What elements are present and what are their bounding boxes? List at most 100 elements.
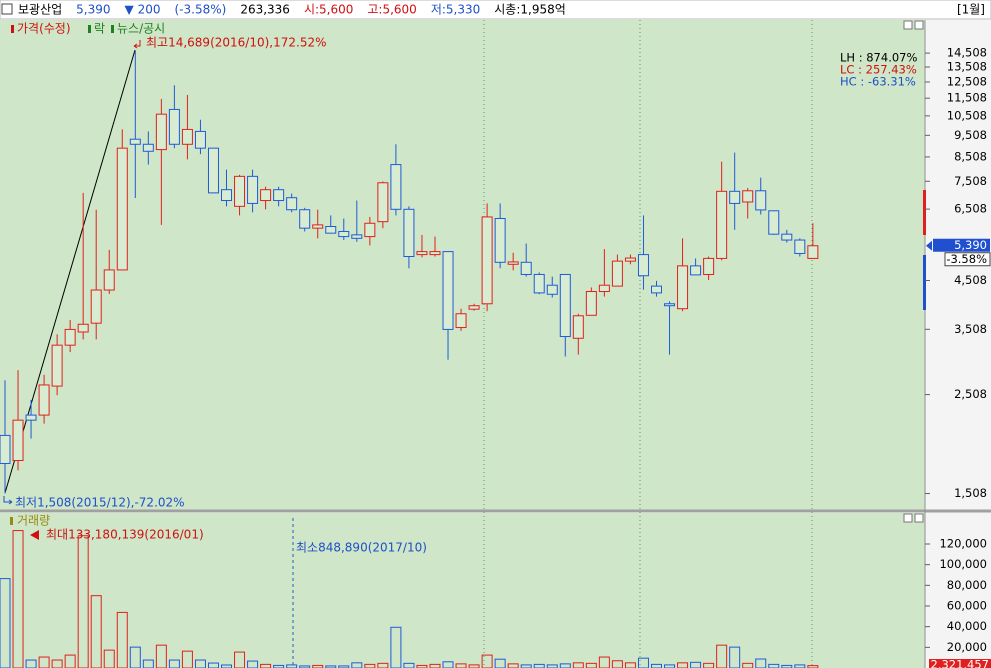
candle-body	[103, 269, 115, 291]
volume-bar	[234, 651, 246, 668]
candle-body	[38, 384, 50, 416]
volume-bar	[25, 659, 37, 668]
volume-bar	[781, 664, 793, 668]
header-item: 보광산업	[18, 3, 62, 17]
axes: 1,508 2,508 3,508 4,508 6,508 7,508 8,508 9,508…	[925, 46, 991, 654]
range-bar-up	[923, 190, 926, 235]
volume-bar	[546, 664, 558, 668]
last-price-box	[933, 238, 990, 252]
volume-bar	[77, 535, 89, 668]
volume-bar	[312, 664, 324, 668]
candle-body	[142, 143, 154, 152]
candle-body	[690, 265, 702, 276]
y-tick-label: 3,508	[954, 322, 987, 336]
candle-body	[90, 289, 102, 324]
range-bar-down	[923, 255, 926, 310]
candle-body	[703, 257, 715, 275]
candle-body	[286, 197, 298, 211]
candle-body	[742, 190, 754, 203]
y-tick-label: 20,000	[947, 640, 987, 654]
candle-body	[181, 128, 193, 145]
y-tick-label: 9,508	[954, 128, 987, 142]
legend-marker	[111, 25, 114, 33]
volume-bar	[494, 658, 506, 668]
candle-body	[403, 208, 415, 258]
y-tick-label: 11,508	[947, 91, 987, 105]
y-tick-label: 60,000	[947, 599, 987, 613]
candle-body	[468, 305, 480, 310]
volume-bar	[299, 665, 311, 668]
candle-body	[520, 261, 532, 275]
y-tick-label: 7,508	[954, 174, 987, 188]
candle-body	[325, 226, 337, 234]
candle-body	[129, 138, 141, 145]
volume-bar	[755, 658, 767, 668]
legend-marker	[10, 517, 13, 525]
volume-bar	[664, 664, 676, 668]
candle-body	[664, 303, 676, 307]
candle-body	[768, 210, 780, 235]
volume-bar	[260, 663, 272, 668]
candle-body	[312, 224, 324, 229]
candle-body	[755, 190, 767, 211]
volume-bar	[768, 663, 780, 668]
volume-bar	[533, 663, 545, 668]
high-annotation: 최고14,689(2016/10),172.52%	[146, 36, 327, 50]
volume-bar	[637, 657, 649, 668]
candle-body	[559, 273, 571, 338]
checkbox[interactable]	[1, 3, 13, 15]
volume-bar	[598, 656, 610, 668]
axis-area	[925, 20, 991, 668]
candle-body	[194, 130, 206, 149]
candle-body	[651, 285, 662, 294]
lh-stat: LH : 874.07%	[840, 51, 917, 65]
candle-body	[338, 230, 350, 238]
y-tick-label: 2,508	[954, 387, 987, 401]
candle-body	[572, 315, 584, 339]
candle-body	[794, 239, 806, 254]
candle-body	[455, 313, 467, 329]
max-annotation: 최대133,180,139(2016/01)	[46, 528, 204, 542]
y-tick-label: 4,508	[954, 273, 987, 287]
lc-stat: LC : 257.43%	[840, 63, 917, 77]
candle-body	[364, 222, 376, 238]
low-arrow	[3, 496, 13, 505]
header-item: 시총:1,958억	[494, 3, 566, 17]
candle-body	[351, 234, 363, 239]
candle-body	[637, 254, 649, 277]
legend-marker	[11, 25, 14, 33]
header-items: 보광산업 5,390 ▼ 200 (-3.58%) 263,336 시:5,600 고:5,…	[18, 3, 566, 17]
legend-item: 뉴스/공시	[117, 22, 165, 36]
last-volume-label: 2,321,457	[930, 658, 989, 668]
y-tick-label: 40,000	[947, 619, 987, 633]
volume-bar	[520, 664, 532, 668]
last-price-label: 5,390	[954, 238, 987, 252]
volume-bar	[168, 659, 180, 668]
period-label[interactable]: [1월]	[957, 3, 985, 17]
candle-body	[507, 261, 519, 265]
volume-bar	[429, 663, 441, 668]
candle-body	[546, 284, 558, 295]
volume-bar	[116, 611, 128, 668]
candle-body	[77, 323, 89, 333]
volume-bar	[338, 665, 350, 668]
volume-bar	[103, 649, 115, 668]
low-annotation: 최저1,508(2015/12),-72.02%	[15, 496, 185, 510]
y-tick-label: 6,508	[954, 202, 987, 216]
candle-body	[12, 419, 24, 462]
volume-bar	[273, 664, 285, 668]
panel-buttons[interactable]	[903, 20, 924, 523]
candle-body	[273, 189, 285, 202]
volume-bar	[651, 663, 662, 668]
header-item: 시:5,600	[304, 3, 353, 17]
volume-bar	[38, 656, 50, 668]
candle-body	[598, 284, 610, 293]
volume-bar	[416, 664, 428, 668]
candle-body	[390, 164, 402, 210]
volume-bar	[90, 595, 102, 668]
candle-body	[299, 209, 311, 229]
candle-body	[377, 182, 389, 223]
y-tick-label: 13,508	[947, 60, 987, 74]
header-bar	[0, 0, 991, 20]
